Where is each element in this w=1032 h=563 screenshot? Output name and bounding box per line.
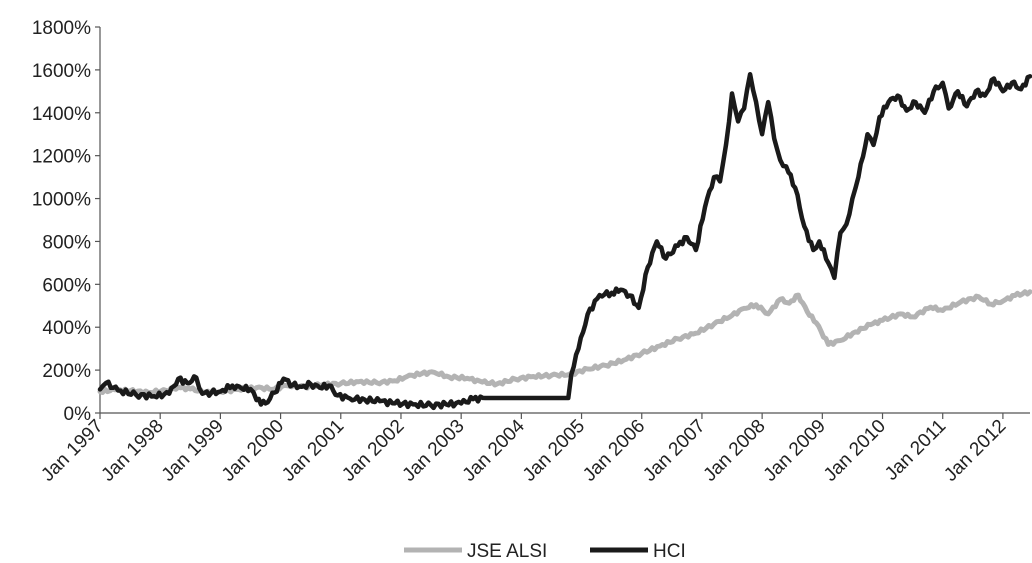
x-tick-label: Jan 1997 bbox=[37, 416, 107, 486]
y-tick-label: 1800% bbox=[32, 18, 91, 39]
legend-label: JSE ALSI bbox=[467, 541, 547, 562]
x-tick-label: Jan 2001 bbox=[278, 416, 348, 486]
series-line-hci bbox=[97, 71, 1032, 411]
x-tick-label: Jan 2009 bbox=[760, 416, 830, 486]
y-tick-label: 800% bbox=[42, 232, 91, 253]
y-tick-label: 1000% bbox=[32, 190, 91, 211]
legend: JSE ALSI HCI bbox=[404, 541, 686, 562]
y-axis: 0% 200% 400% 600% 800% 1000% 1200% 1400% 1600% 18… bbox=[32, 18, 101, 425]
legend-label: HCI bbox=[653, 541, 686, 562]
x-tick-label: Jan 2003 bbox=[399, 416, 469, 486]
y-tick-label: 600% bbox=[42, 275, 91, 296]
x-tick-label: Jan 2000 bbox=[218, 416, 288, 486]
y-tick-label: 1200% bbox=[32, 147, 91, 168]
x-tick-label: Jan 2005 bbox=[519, 416, 589, 486]
y-tick-label: 200% bbox=[42, 361, 91, 382]
x-tick-label: Jan 2007 bbox=[639, 416, 709, 486]
series-layer bbox=[97, 71, 1032, 411]
y-tick-label: 400% bbox=[42, 318, 91, 339]
x-tick-label: Jan 2006 bbox=[579, 416, 649, 486]
y-tick-label: 0% bbox=[64, 404, 92, 425]
x-tick-label: Jan 2011 bbox=[881, 416, 950, 485]
x-tick-label: Jan 2012 bbox=[940, 416, 1010, 486]
y-tick-label: 1400% bbox=[32, 104, 91, 125]
series-line-jse-alsi bbox=[97, 289, 1032, 397]
x-tick-label: Jan 1999 bbox=[158, 416, 228, 486]
x-tick-label: Jan 2008 bbox=[700, 416, 770, 486]
x-tick-label: Jan 2004 bbox=[459, 415, 529, 485]
x-tick-label: Jan 2002 bbox=[338, 416, 408, 486]
x-tick-label: Jan 2010 bbox=[820, 416, 890, 486]
y-tick-label: 1600% bbox=[32, 61, 91, 82]
x-tick-label: Jan 1998 bbox=[98, 416, 168, 486]
